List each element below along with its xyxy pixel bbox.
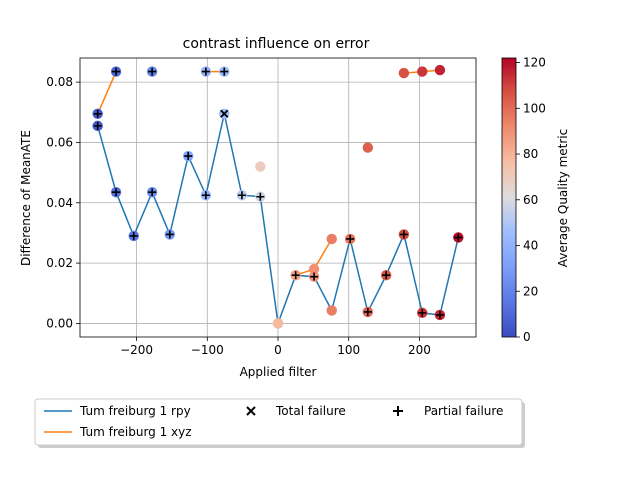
colorbar-tick-label: 100 [523, 101, 546, 115]
colorbar-tick-label: 20 [523, 284, 538, 298]
data-point [362, 142, 374, 153]
legend: Tum freiburg 1 rpy Tum freiburg 1 xyz To… [34, 398, 525, 448]
partial-failure-marker [310, 272, 319, 281]
partial-failure-marker [256, 192, 265, 201]
partial-failure-marker [454, 233, 463, 242]
legend-label-rpy: Tum freiburg 1 rpy [79, 404, 191, 418]
x-axis-ticks: −200 −100 0 100 200 [120, 337, 431, 357]
x-axis-label: Applied filter [240, 365, 317, 379]
data-point [255, 161, 266, 172]
partial-failure-marker [418, 308, 427, 317]
partial-failure-marker [148, 188, 157, 197]
partial-failure-marker [201, 67, 210, 76]
y-tick-label: 0.04 [46, 196, 73, 210]
partial-failure-marker [291, 271, 300, 280]
y-axis-ticks: 0.00 0.02 0.04 0.06 0.08 [46, 75, 80, 330]
series-line-xyz [97, 71, 117, 115]
colorbar-tick-label: 0 [523, 330, 531, 344]
data-point [434, 64, 446, 76]
data-point [326, 233, 337, 245]
partial-failure-marker [129, 231, 138, 240]
x-tick-label: 0 [274, 343, 282, 357]
partial-failure-marker [93, 109, 102, 118]
partial-failure-marker [165, 230, 174, 239]
data-point [417, 66, 428, 77]
legend-label-xyz: Tum freiburg 1 xyz [79, 425, 192, 439]
y-tick-label: 0.02 [46, 256, 73, 270]
partial-failure-marker [184, 152, 193, 161]
colorbar-tick-label: 80 [523, 147, 538, 161]
legend-label-total-failure: Total failure [275, 404, 346, 418]
failure-markers [93, 67, 463, 319]
colorbar-label: Average Quality metric [556, 129, 570, 267]
legend-total-failure-icon [246, 406, 256, 416]
data-point [308, 263, 320, 275]
y-axis-label: Difference of MeanATE [19, 130, 33, 266]
data-point [398, 67, 410, 79]
y-tick-label: 0.00 [46, 316, 73, 330]
chart-title: contrast influence on error [183, 36, 370, 52]
x-tick-label: −100 [191, 343, 224, 357]
colorbar [501, 57, 517, 338]
colorbar-tick-label: 60 [523, 193, 538, 207]
partial-failure-marker [237, 191, 246, 200]
total-failure-marker [220, 109, 229, 118]
partial-failure-marker [399, 230, 408, 239]
data-point [326, 305, 337, 316]
partial-failure-marker [382, 271, 391, 280]
data-point [272, 318, 284, 329]
partial-failure-marker [363, 307, 372, 316]
colorbar-tick-label: 40 [523, 239, 538, 253]
partial-failure-marker [435, 310, 444, 319]
partial-failure-marker [93, 121, 102, 130]
y-tick-label: 0.06 [46, 135, 73, 149]
partial-failure-marker [201, 191, 210, 200]
partial-failure-marker [220, 67, 229, 76]
legend-label-partial-failure: Partial failure [424, 404, 503, 418]
partial-failure-marker [112, 188, 121, 197]
x-tick-label: −200 [120, 343, 153, 357]
x-tick-label: 200 [408, 343, 431, 357]
colorbar-ticks: 0 20 40 60 80 100 120 [516, 56, 546, 344]
y-tick-label: 0.08 [46, 75, 73, 89]
colorbar-tick-label: 120 [523, 56, 546, 70]
partial-failure-marker [148, 67, 157, 76]
x-tick-label: 100 [337, 343, 360, 357]
legend-partial-failure-icon [393, 406, 403, 416]
partial-failure-marker [346, 234, 355, 243]
partial-failure-marker [112, 67, 121, 76]
